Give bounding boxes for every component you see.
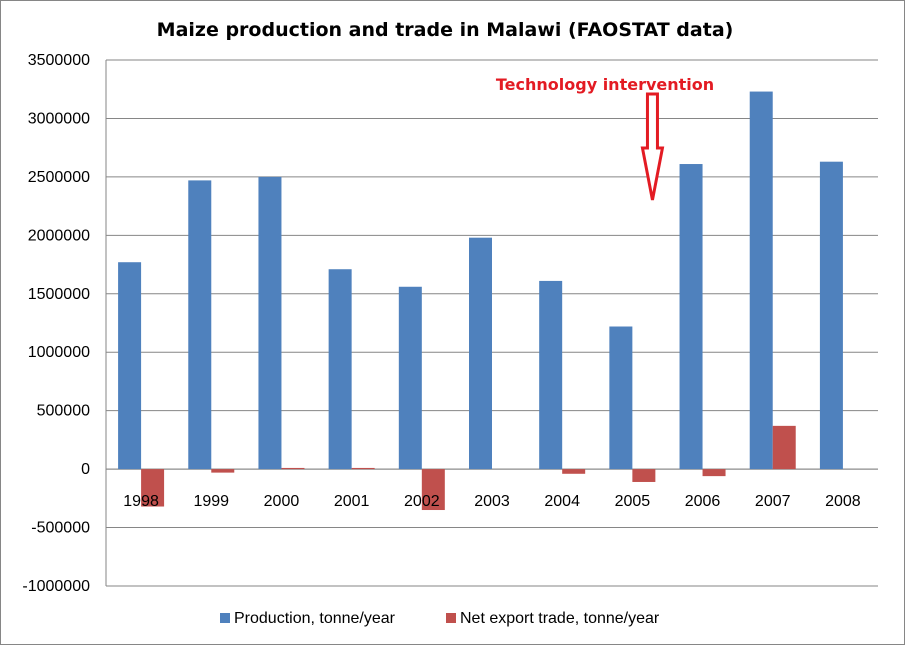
bar-production-2000: [258, 176, 282, 470]
legend-swatch: [446, 613, 456, 623]
bar-production-2007: [749, 91, 773, 470]
bar-net-export-2007: [772, 425, 796, 470]
y-tick-label: 1500000: [28, 286, 90, 303]
y-tick-label: -500000: [31, 520, 90, 537]
y-tick-label: 3000000: [28, 110, 90, 127]
x-axis-ticks: 1998 1999 2000 2001 2002 2003 2004 2005 2006 2007…: [123, 493, 861, 510]
y-tick-label: 500000: [37, 403, 90, 420]
bar-production-2005: [609, 326, 633, 470]
bar-net-export-2006: [702, 469, 726, 477]
y-tick-label: -1000000: [22, 578, 90, 595]
bars: [118, 91, 866, 511]
x-tick-label: 2007: [755, 493, 791, 510]
bar-production-1998: [118, 262, 142, 470]
gridlines: [105, 59, 878, 587]
bar-production-2004: [539, 280, 563, 470]
x-tick-label: 2006: [685, 493, 721, 510]
bar-net-export-1998: [141, 469, 165, 507]
x-tick-label: 2005: [615, 493, 651, 510]
annotation-arrow-icon: [640, 92, 665, 201]
bar-net-export-2001: [351, 467, 375, 470]
y-tick-label: 3500000: [28, 52, 90, 69]
bar-production-2002: [398, 286, 422, 470]
legend-swatch: [220, 613, 230, 623]
bar-production-1999: [188, 180, 212, 470]
bar-production-2003: [469, 237, 492, 470]
bar-production-2008: [819, 161, 843, 470]
y-tick-label: 0: [81, 461, 90, 478]
bar-net-export-2000: [281, 467, 305, 470]
annotation: Technology intervention: [496, 75, 714, 201]
annotation-text: Technology intervention: [496, 75, 714, 94]
y-tick-label: 2000000: [28, 227, 90, 244]
y-tick-label: 1000000: [28, 344, 90, 361]
x-tick-label: 2001: [334, 493, 370, 510]
bar-production-2006: [679, 164, 703, 470]
x-tick-label: 2004: [544, 493, 580, 510]
y-axis-ticks: 3500000 3000000 2500000 2000000 1500000 10000…: [22, 52, 90, 595]
x-tick-label: 2000: [264, 493, 300, 510]
legend: Production, tonne/year Net export trade, …: [220, 610, 660, 627]
bar-net-export-2005: [632, 469, 656, 482]
y-tick-label: 2500000: [28, 169, 90, 186]
x-tick-label: 2002: [404, 493, 440, 510]
chart-title: Maize production and trade in Malawi (FA…: [157, 19, 734, 41]
x-tick-label: 2003: [474, 493, 510, 510]
bar-net-export-1999: [211, 469, 235, 473]
legend-label: Production, tonne/year: [234, 610, 396, 627]
bar-net-export-2004: [562, 469, 586, 474]
legend-label: Net export trade, tonne/year: [460, 610, 660, 627]
x-tick-label: 1998: [123, 493, 159, 510]
x-tick-label: 2008: [825, 493, 861, 510]
bar-production-2001: [328, 269, 352, 470]
bar-net-export-2002: [421, 469, 445, 511]
x-tick-label: 1999: [193, 493, 229, 510]
